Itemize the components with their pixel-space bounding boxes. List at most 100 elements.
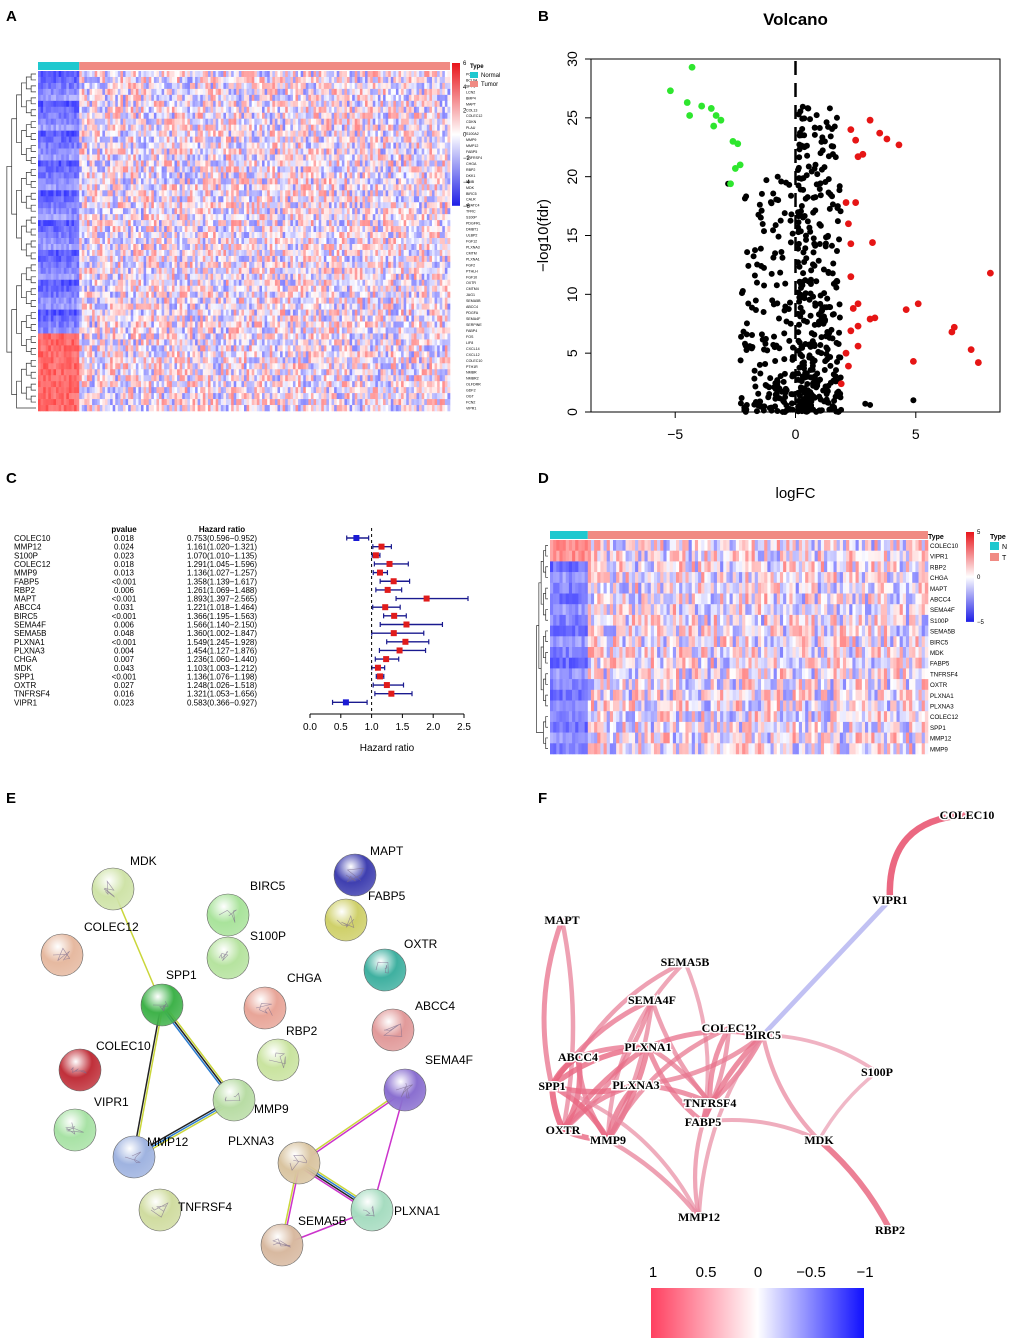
ha-cell [383,160,386,167]
ha-cell [223,112,227,120]
ha-cell [316,100,319,108]
ha-cell [66,112,70,120]
ha-cell [344,249,348,257]
ha-cell [439,88,443,96]
ha-cell [390,71,394,78]
ha-cell [202,226,206,233]
ha-cell [380,226,384,233]
ha-cell [213,130,216,137]
ha-cell [86,82,90,90]
ha-cell [174,166,178,173]
ha-cell [207,112,211,120]
ha-cell [233,243,237,251]
ha-cell [81,166,85,173]
ha-cell [189,232,193,239]
ha-cell [328,190,332,197]
ha-cell [244,118,247,125]
ha-cell [375,71,379,78]
ha-cell [218,232,222,239]
ha-cell [272,130,276,137]
ha-cell [223,190,227,197]
ha-cell [447,190,451,197]
ha-cell [352,124,356,131]
ha-cell [202,124,206,131]
ha-cell [393,214,397,221]
ha-cell [419,124,422,131]
ha-cell [148,232,152,239]
ha-cell [352,160,356,167]
ha-cell [254,71,258,78]
ha-cell [303,238,307,245]
ha-cell [439,71,443,78]
ha-cell [334,184,337,191]
ha-cell [434,112,438,120]
ha-cell [133,243,137,251]
ha-cell [53,88,57,96]
ha-cell [249,71,253,78]
ha-cell [122,166,126,173]
ha-cell [385,142,389,149]
ha-cell [323,82,327,90]
ha-cell [187,124,191,131]
ha-cell [223,142,227,149]
ha-cell [388,249,392,257]
ha-cell [38,76,41,84]
ha-cell [313,249,317,257]
ha-cell [326,166,330,173]
ha-cell [287,88,291,96]
ha-cell [215,220,219,227]
ha-cell [61,166,65,173]
ha-cell [81,160,85,167]
ha-cell [274,142,278,149]
ha-cell [110,190,113,197]
ha-cell [352,142,356,149]
panel-label-e: E [6,790,17,807]
ha-cell [50,238,54,245]
ha-cell [246,76,250,84]
ha-cell [429,232,433,239]
ha-cell [390,178,394,185]
ha-cell [328,249,332,257]
ha-cell [437,243,440,251]
ha-cell [401,76,404,84]
ha-cell [164,124,168,131]
ha-cell [439,76,443,84]
ha-cell [403,154,407,161]
ha-cell [169,130,173,137]
ha-cell [125,148,129,155]
ha-cell [431,214,435,221]
ha-cell [385,243,389,251]
ha-cell [112,249,116,257]
ha-cell [48,178,52,185]
ha-cell [354,243,358,251]
ha-cell [161,226,165,233]
ha-cell [331,94,335,102]
ha-cell [56,190,59,197]
ha-cell [421,136,425,143]
ha-cell [200,214,204,221]
ha-cell [282,148,286,155]
ha-cell [318,106,322,114]
ha-cell [347,249,350,257]
ha-cell [385,106,389,114]
ha-cell [179,124,183,131]
ha-cell [184,130,188,137]
ha-cell [179,208,183,215]
ha-cell [128,243,131,251]
ha-cell [406,166,410,173]
ha-cell [413,166,417,173]
ha-cell [280,130,283,137]
ha-cell [92,238,95,245]
ha-cell [282,124,286,131]
ha-cell [156,148,160,155]
ha-cell [295,172,299,179]
ha-cell [184,136,188,143]
ha-cell [66,100,70,108]
ha-cell [143,202,147,209]
ha-cell [249,172,253,179]
ha-cell [112,232,116,239]
ha-cell [89,136,93,143]
ha-cell [76,94,80,102]
ha-cell [395,178,399,185]
ha-cell [331,232,335,239]
